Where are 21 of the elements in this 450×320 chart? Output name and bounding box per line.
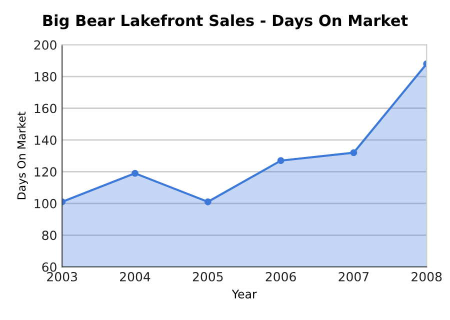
x-tick-label: 2003	[47, 272, 78, 282]
x-tick-label: 2005	[192, 272, 223, 282]
x-tick-label: 2008	[412, 272, 442, 282]
point	[277, 157, 284, 164]
y-tick-label: 200	[34, 40, 56, 50]
x-tick-label: 2007	[338, 272, 369, 282]
y-tick-label: 120	[34, 167, 56, 177]
chart-title: Big Bear Lakefront Sales - Days On Market	[43, 14, 408, 30]
point	[204, 198, 212, 206]
y-tick-label: 60	[42, 262, 56, 272]
y-tick-label: 180	[34, 72, 56, 82]
point	[350, 149, 358, 156]
x-tick-label: 2006	[266, 272, 296, 282]
point	[132, 170, 138, 177]
y-tick-label: 100	[34, 198, 56, 208]
x-axis-title: Year	[232, 290, 257, 299]
y-tick-label: 160	[34, 104, 56, 114]
y-tick-label: 80	[42, 230, 56, 240]
y-tick-label: 140	[34, 135, 56, 145]
y-axis-title: Days On Market	[17, 112, 28, 200]
x-tick-label: 2004	[120, 272, 150, 282]
